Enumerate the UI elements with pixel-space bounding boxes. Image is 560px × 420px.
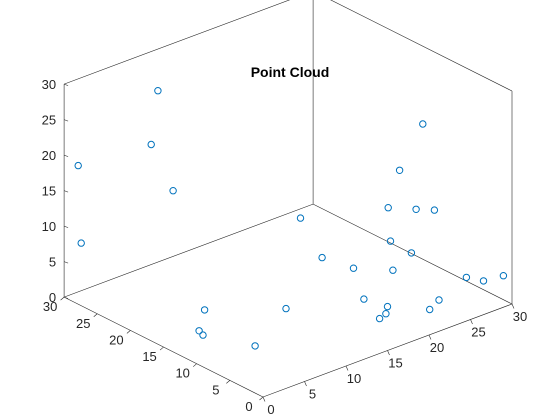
data-point: [386, 237, 395, 245]
right-floor-edge: [312, 203, 513, 305]
data-point: [74, 161, 82, 170]
z-tick-mark: [63, 296, 69, 299]
data-point: [199, 331, 207, 339]
x-tick-label: 5: [309, 387, 316, 402]
y-tick-label: 15: [142, 349, 156, 364]
scatter-points: [74, 87, 508, 350]
y-tick-label: 20: [109, 332, 123, 347]
data-point: [499, 272, 508, 280]
z-tick-mark: [63, 119, 69, 122]
data-point: [154, 87, 162, 95]
z-tick-mark: [63, 83, 69, 86]
data-point: [430, 206, 439, 214]
x-tick-mark: [470, 319, 473, 325]
z-tick-label: 5: [49, 255, 56, 270]
data-point: [251, 342, 259, 350]
z-tick-label: 0: [49, 290, 56, 305]
top-back-edge: [63, 0, 291, 85]
z-tick-mark: [63, 261, 69, 264]
data-point: [479, 277, 488, 285]
x-tick-mark: [511, 303, 515, 309]
y-tick-mark: [226, 380, 231, 384]
data-point: [395, 166, 404, 175]
z-tick-mark: [63, 190, 69, 193]
data-point: [195, 327, 203, 335]
z-tick-mark: [63, 225, 69, 228]
data-point: [435, 296, 443, 304]
data-point: [200, 306, 209, 314]
x-tick-label: 30: [513, 309, 527, 324]
z-tick-label: 10: [42, 219, 56, 234]
data-point: [426, 305, 434, 314]
data-point: [349, 264, 358, 272]
data-point: [169, 187, 177, 195]
y-tick-mark: [159, 346, 164, 351]
data-point: [384, 204, 392, 212]
data-point: [407, 249, 416, 257]
y-tick-mark: [93, 313, 98, 317]
x-tick-label: 25: [471, 325, 485, 340]
data-point: [318, 253, 326, 262]
data-point: [389, 266, 397, 274]
back-floor-edge: [63, 203, 314, 298]
z-tick-label: 20: [42, 148, 56, 163]
x-tick-label: 10: [347, 371, 361, 386]
z-tick-label: 30: [42, 77, 56, 92]
data-point: [375, 314, 384, 323]
data-point: [282, 304, 290, 313]
x-tick-mark: [428, 334, 432, 340]
y-tick-label: 0: [245, 399, 252, 414]
y-tick-label: 5: [212, 382, 219, 397]
y-tick-mark: [60, 296, 65, 301]
y-tick-mark: [259, 396, 264, 401]
data-point: [382, 310, 390, 318]
y-tick-mark: [126, 330, 131, 334]
x-tick-label: 20: [430, 340, 444, 355]
x-tick-mark: [304, 381, 307, 387]
data-point: [296, 214, 305, 222]
data-point: [419, 120, 427, 128]
data-point: [147, 140, 155, 149]
y-tick-mark: [193, 363, 197, 367]
x-tick-mark: [345, 365, 349, 371]
x-tick-label: 15: [388, 356, 402, 371]
z-tick-mark: [63, 154, 69, 157]
y-tick-label: 30: [43, 299, 57, 314]
data-point: [412, 205, 420, 214]
data-point: [462, 273, 471, 282]
y-tick-label: 10: [175, 366, 189, 381]
x-tick-mark: [262, 396, 266, 402]
chart-title: Point Cloud: [251, 64, 330, 80]
x-tick-label: 0: [267, 402, 274, 417]
data-point: [383, 302, 392, 311]
y-tick-label: 25: [76, 316, 90, 331]
axes-box: [63, 0, 513, 398]
data-point: [360, 295, 368, 303]
data-point: [77, 239, 85, 247]
z-tick-label: 25: [42, 113, 56, 128]
x-tick-mark: [387, 350, 390, 356]
z-tick-label: 15: [42, 184, 56, 199]
top-right-edge: [330, 0, 513, 92]
